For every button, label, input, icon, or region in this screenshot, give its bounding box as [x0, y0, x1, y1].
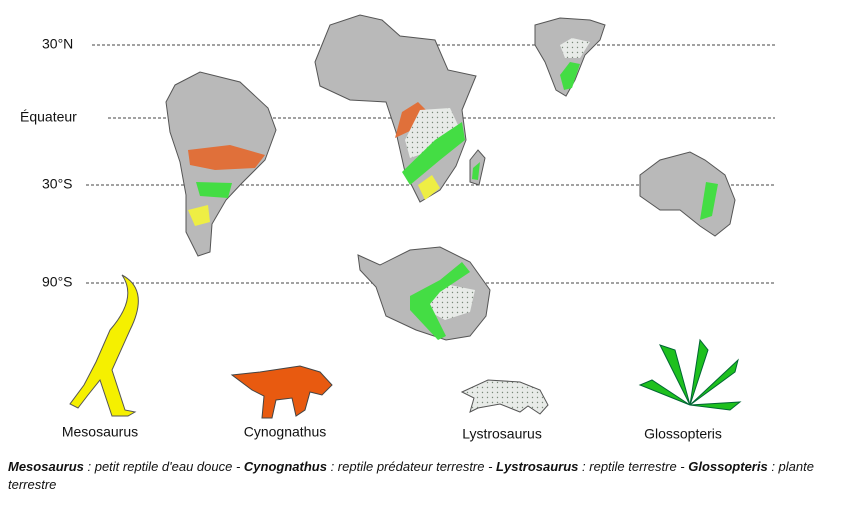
caption-species: Mesosaurus [8, 459, 84, 474]
glossopteris-zone [472, 162, 480, 180]
mesosaurus-icon [69, 274, 139, 417]
caption: Mesosaurus : petit reptile d'eau douce -… [8, 458, 848, 494]
glossopteris-zone [196, 182, 232, 198]
australia [639, 151, 736, 237]
glossopteris-zone [410, 262, 470, 340]
latitude-label: 30°S [42, 176, 73, 192]
glossopteris-zone [402, 122, 465, 185]
caption-species: Cynognathus [243, 459, 327, 474]
lystrosaurus-icon [460, 379, 549, 415]
caption-text: : plante terrestre [8, 459, 814, 492]
species-label: Cynognathus [244, 424, 327, 440]
lystrosaurus-zone [560, 38, 590, 58]
species-label: Mesosaurus [62, 424, 138, 440]
latitude-label: 30°N [42, 36, 73, 52]
cynognathus-zone [188, 145, 265, 170]
lystrosaurus-zone [405, 108, 458, 158]
cynognathus-icon [230, 365, 333, 419]
caption-species: Lystrosaurus [496, 459, 579, 474]
glossopteris-icon [638, 338, 742, 411]
latitude-label: 90°S [42, 274, 73, 290]
caption-text: : reptile terrestre - [578, 459, 689, 474]
glossopteris-zone [560, 62, 580, 90]
mesosaurus-zone [418, 175, 440, 200]
map: 30°N Équateur 30°S 90°S Mesosaurus Cynog… [20, 14, 775, 442]
glossopteris-zone [700, 182, 718, 220]
caption-text: : petit reptile d'eau douce - [83, 459, 244, 474]
caption-species: Glossopteris [688, 459, 768, 474]
caption-text: : reptile prédateur terrestre - [326, 459, 497, 474]
latitude-label: Équateur [20, 109, 77, 125]
mesosaurus-zone [188, 205, 210, 226]
species-label: Glossopteris [644, 426, 722, 442]
species-label: Lystrosaurus [462, 426, 542, 442]
africa [314, 14, 477, 203]
